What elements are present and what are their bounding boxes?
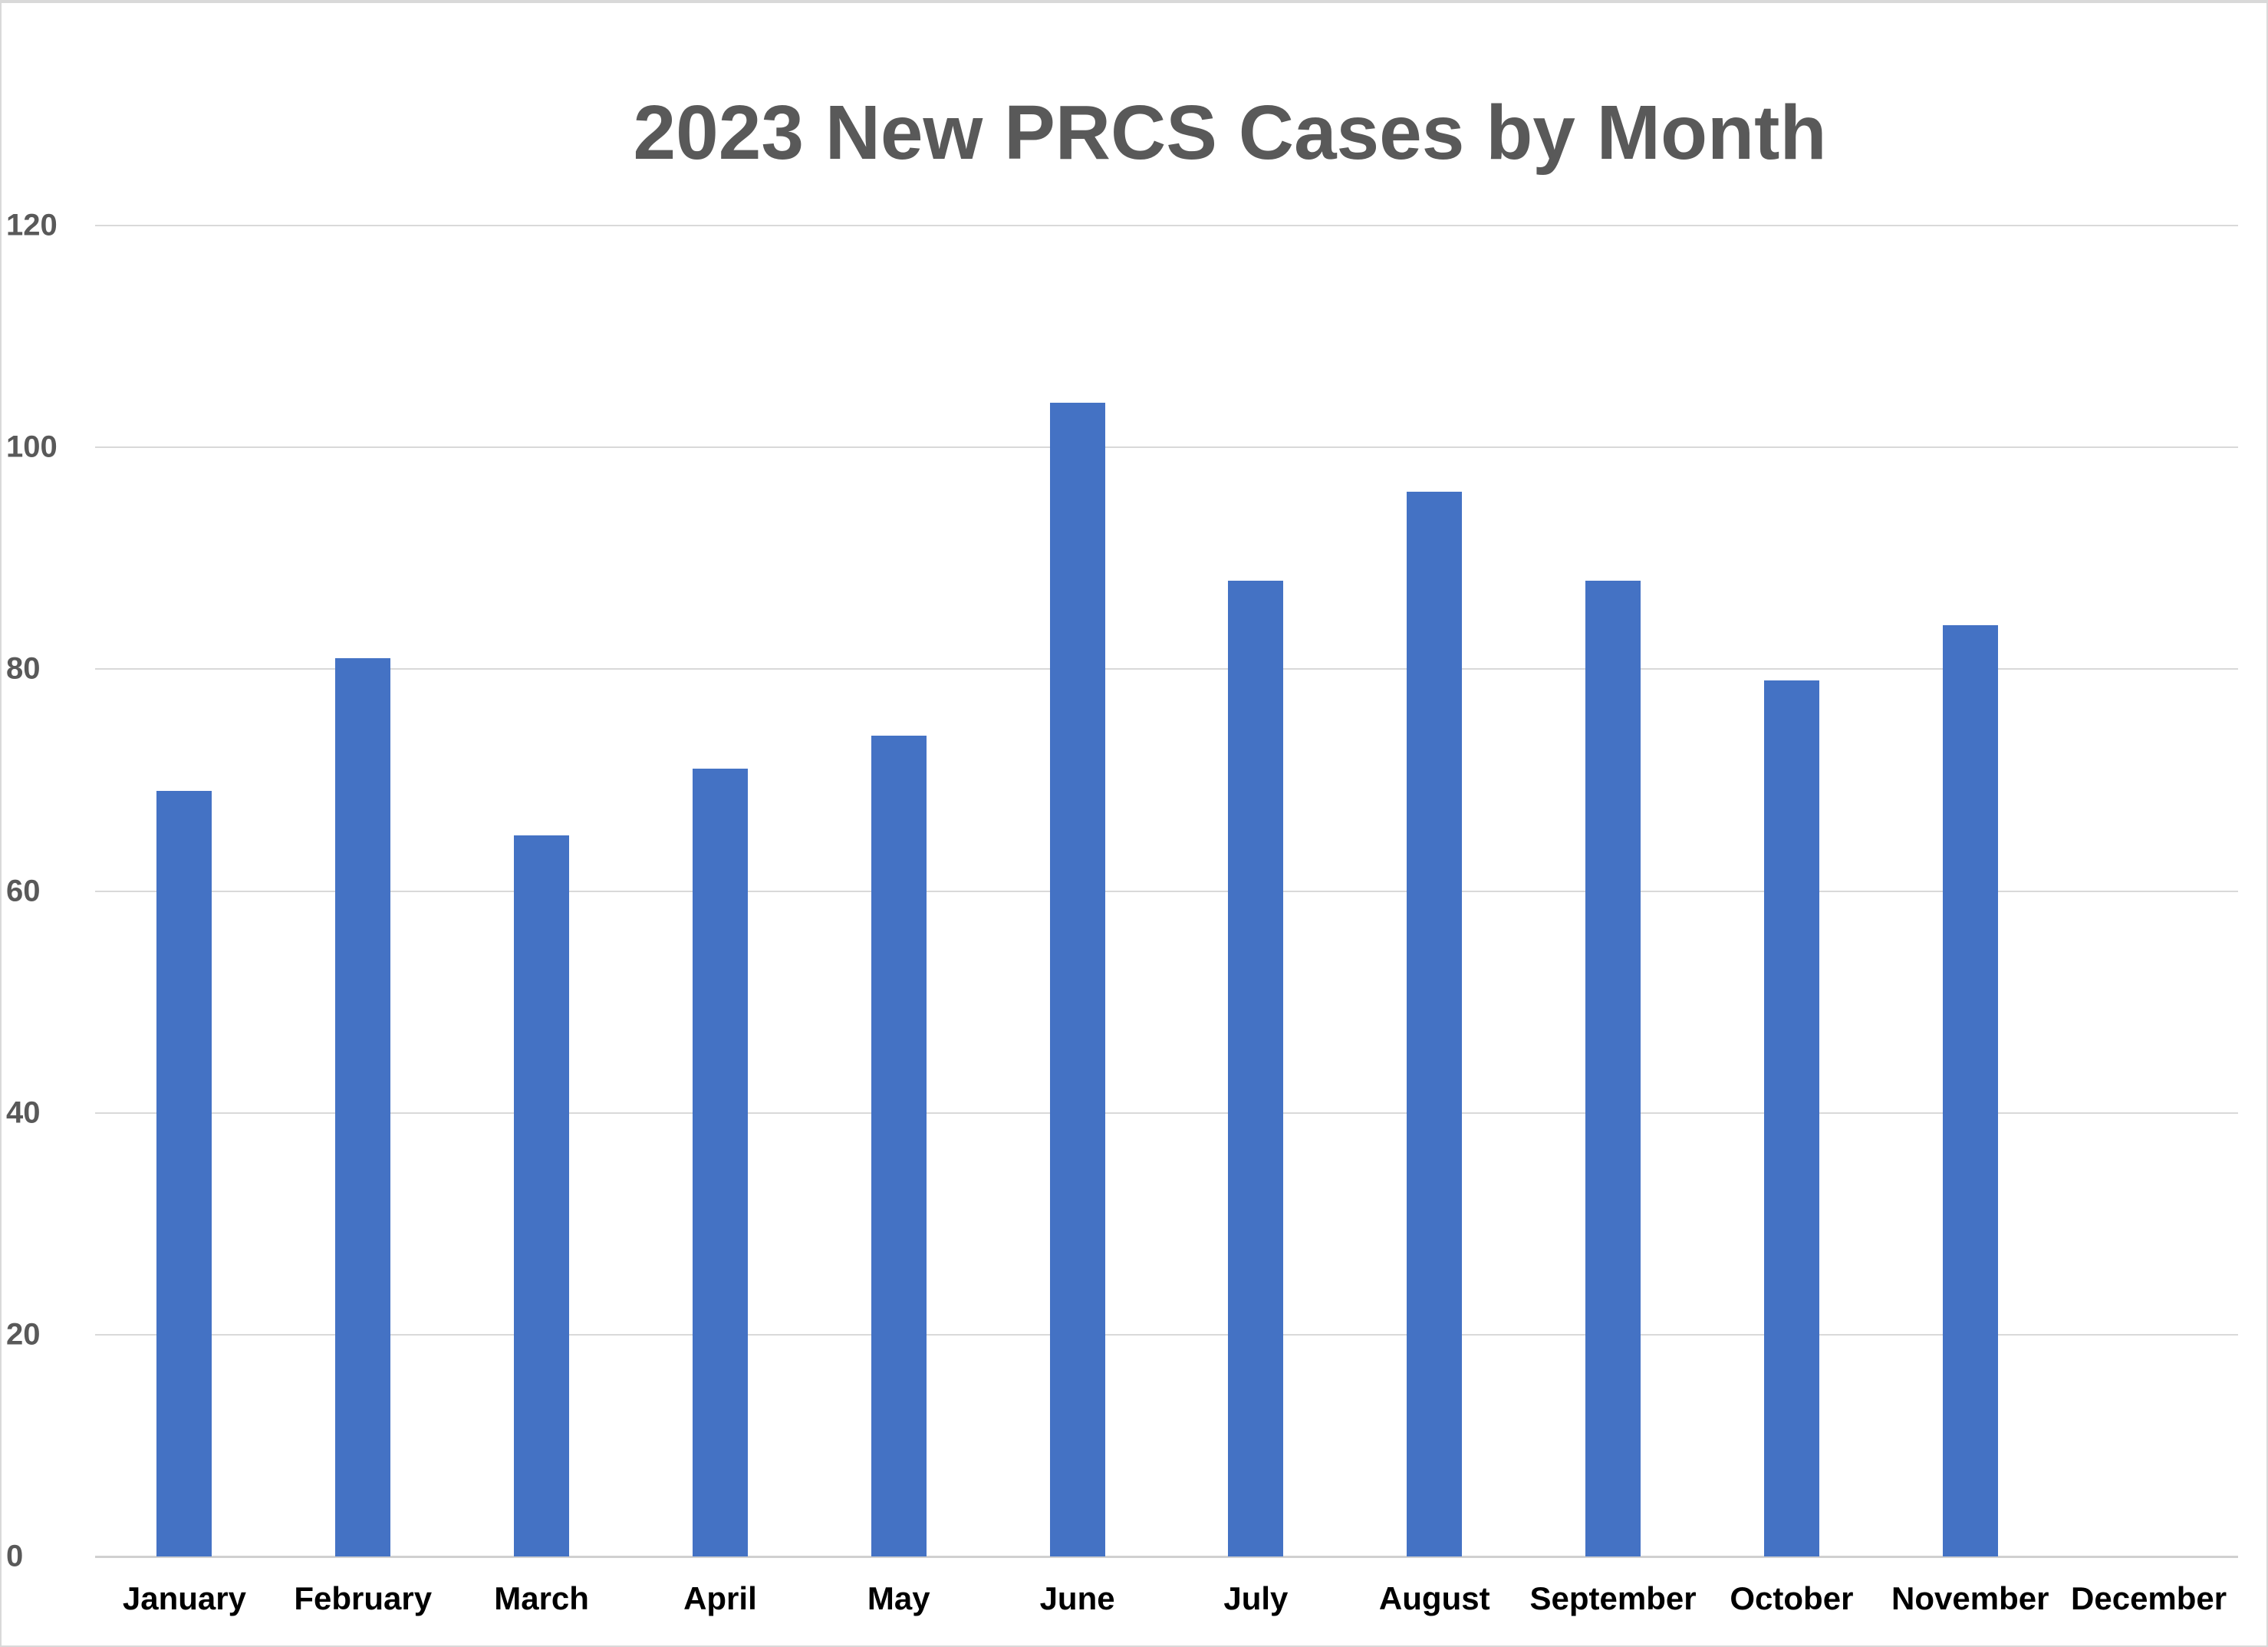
bar-april <box>692 769 748 1556</box>
x-tick-label: October <box>1730 1580 1854 1616</box>
bar-march <box>514 835 570 1556</box>
bar-august <box>1407 492 1463 1556</box>
y-tick-label: 60 <box>6 874 41 907</box>
bar-may <box>871 736 927 1556</box>
bar-february <box>335 657 391 1556</box>
y-tick-label: 100 <box>6 430 58 464</box>
bar-july <box>1228 580 1284 1556</box>
x-tick-label: June <box>1039 1580 1115 1616</box>
gridline <box>95 1112 2238 1114</box>
bar-january <box>156 791 212 1556</box>
y-tick-label: 20 <box>6 1317 41 1352</box>
x-tick-label: March <box>494 1580 589 1616</box>
x-tick-label: September <box>1529 1580 1697 1616</box>
x-tick-label: December <box>2071 1580 2227 1616</box>
x-tick-label: April <box>683 1580 757 1616</box>
bar-november <box>1942 624 1998 1556</box>
gridline <box>95 446 2238 449</box>
gridline <box>95 225 2238 226</box>
gridline <box>95 890 2238 892</box>
x-tick-label: February <box>294 1580 433 1616</box>
x-tick-label: August <box>1378 1580 1490 1616</box>
x-tick-label: January <box>122 1580 246 1616</box>
bar-october <box>1763 680 1819 1556</box>
x-tick-label: May <box>867 1580 930 1616</box>
x-tick-label: July <box>1223 1580 1289 1616</box>
bar-june <box>1049 403 1105 1556</box>
chart-title: 2023 New PRCS Cases by Month <box>633 90 1827 176</box>
y-tick-label: 40 <box>6 1095 41 1130</box>
x-tick-label: November <box>1891 1580 2049 1616</box>
bar-september <box>1585 580 1641 1556</box>
gridline <box>95 668 2238 670</box>
y-tick-label: 120 <box>6 208 58 242</box>
gridline <box>95 1556 2238 1558</box>
y-tick-label: 0 <box>6 1539 24 1573</box>
y-tick-label: 80 <box>6 651 41 686</box>
plot-area <box>95 225 2238 1558</box>
gridline <box>95 1333 2238 1336</box>
